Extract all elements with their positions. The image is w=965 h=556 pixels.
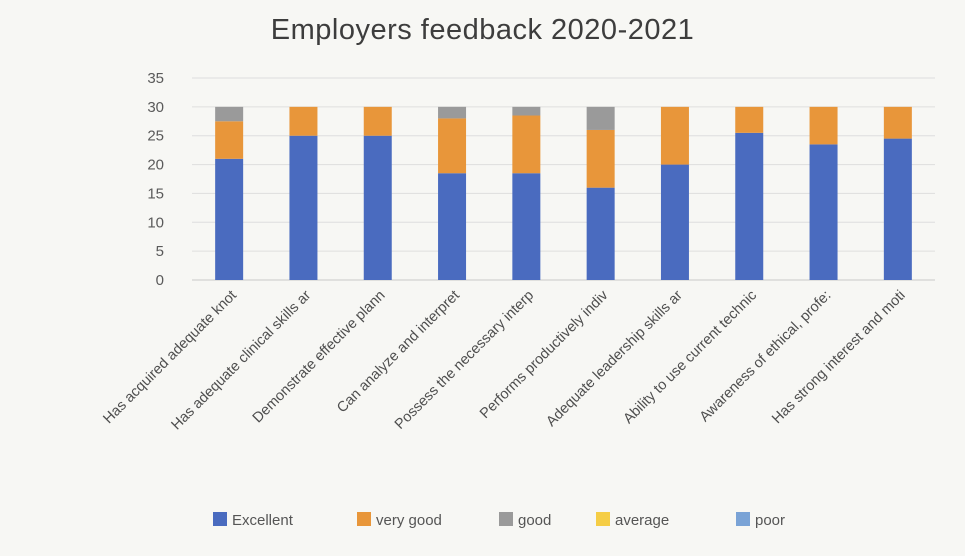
x-tick-label: Has adequate clinical skills ar [168, 287, 314, 433]
y-tick-label: 5 [156, 243, 164, 260]
y-tick-label: 25 [147, 128, 164, 145]
bar-segment [809, 106, 838, 145]
y-tick-label: 35 [147, 70, 164, 87]
bar-segment [215, 106, 244, 122]
bar-segment [438, 106, 467, 119]
bar-segment [438, 173, 467, 280]
bars [215, 106, 912, 280]
legend-label: average [615, 512, 669, 529]
chart-title: Employers feedback 2020-2021 [270, 14, 695, 46]
bar-segment [512, 115, 541, 174]
legend: Excellent very good good average poor [213, 512, 785, 529]
bar-segment [512, 173, 541, 280]
legend-label: poor [755, 512, 785, 529]
x-tick-label: Adequate leadership skills ar [543, 287, 686, 430]
legend-swatch [213, 512, 227, 526]
bar-segment [735, 132, 764, 280]
legend-item: Excellent [213, 512, 294, 529]
legend-item: very good [357, 512, 442, 529]
bar-segment [660, 106, 689, 165]
y-tick-label: 0 [156, 272, 164, 289]
legend-label: Excellent [232, 512, 294, 529]
bar-segment [660, 164, 689, 280]
bar-segment [438, 118, 467, 174]
x-tick-label: Performs productively indiv [477, 287, 612, 422]
x-tick-label: Awareness of ethical, profe: [697, 288, 835, 426]
bar-segment [363, 106, 392, 136]
y-tick-label: 30 [147, 99, 164, 116]
bar-segment [363, 135, 392, 280]
legend-swatch [357, 512, 371, 526]
bar-segment [586, 106, 615, 130]
legend-swatch [499, 512, 513, 526]
x-tick-label: Has strong interest and moti [769, 288, 909, 428]
legend-swatch [736, 512, 750, 526]
x-tick-label: Possess the necessary interp [392, 288, 537, 433]
x-tick-label: Ability to use current technic [621, 288, 761, 428]
bar-segment [883, 138, 912, 280]
bar-segment [215, 121, 244, 159]
bar-segment [809, 144, 838, 280]
bar-segment [586, 187, 615, 280]
x-tick-label: Has acquired adequate knot [100, 288, 240, 428]
x-tick-label: Can analyze and interpret [334, 288, 463, 417]
legend-item: average [596, 512, 669, 529]
bar-segment [735, 106, 764, 133]
y-tick-label: 20 [147, 157, 164, 174]
bar-segment [215, 158, 244, 280]
y-tick-label: 15 [147, 185, 164, 202]
bar-segment [586, 129, 615, 188]
y-axis-tick-labels: 0 5 10 15 20 25 30 35 [147, 70, 164, 289]
legend-item: poor [736, 512, 785, 529]
legend-swatch [596, 512, 610, 526]
legend-item: good [499, 512, 551, 529]
bar-segment [289, 135, 318, 280]
bar-segment [289, 106, 318, 136]
bar-segment [883, 106, 912, 139]
legend-label: good [518, 512, 551, 529]
x-tick-label: Demonstrate effective plann [250, 288, 389, 427]
bar-segment [512, 106, 541, 116]
legend-label: very good [376, 512, 442, 529]
y-tick-label: 10 [147, 214, 164, 231]
